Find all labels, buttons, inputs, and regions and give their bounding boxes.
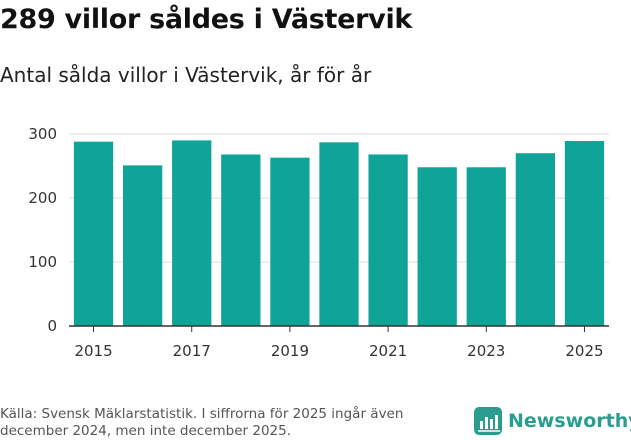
headline: 289 villor såldes i Västervik bbox=[0, 4, 413, 35]
bar bbox=[564, 141, 605, 326]
bar bbox=[270, 157, 310, 326]
bar bbox=[73, 141, 114, 326]
bar bbox=[172, 140, 212, 326]
brand-logo: Newsworthy bbox=[474, 406, 631, 436]
bar bbox=[417, 167, 457, 326]
bars bbox=[73, 140, 605, 326]
axes: 0 100 200 300 2015 2017 2019 2021 2023 2025 bbox=[28, 125, 609, 360]
y-tick-label: 0 bbox=[47, 317, 57, 335]
y-tick-label: 100 bbox=[28, 253, 57, 271]
y-tick-label: 200 bbox=[28, 189, 57, 207]
brand-name: Newsworthy bbox=[508, 410, 631, 432]
bar-chart: 0 100 200 300 2015 2017 2019 2021 2023 2025 bbox=[28, 125, 609, 360]
bar bbox=[221, 154, 261, 326]
bar bbox=[515, 153, 555, 326]
chart-subtitle: Antal sålda villor i Västervik, år för å… bbox=[0, 63, 372, 87]
bar bbox=[368, 154, 408, 326]
y-tick-label: 300 bbox=[28, 125, 57, 143]
newsworthy-logo-icon bbox=[474, 407, 502, 435]
x-tick-label: 2015 bbox=[74, 342, 112, 360]
x-tick-label: 2017 bbox=[173, 342, 211, 360]
bar bbox=[466, 167, 506, 326]
bar bbox=[319, 142, 359, 326]
x-tick-label: 2019 bbox=[271, 342, 309, 360]
bar bbox=[123, 165, 163, 326]
x-tick-label: 2021 bbox=[369, 342, 407, 360]
source-note: Källa: Svensk Mäklarstatistik. I siffror… bbox=[0, 406, 404, 439]
x-tick-label: 2023 bbox=[467, 342, 505, 360]
x-tick-label: 2025 bbox=[565, 342, 603, 360]
